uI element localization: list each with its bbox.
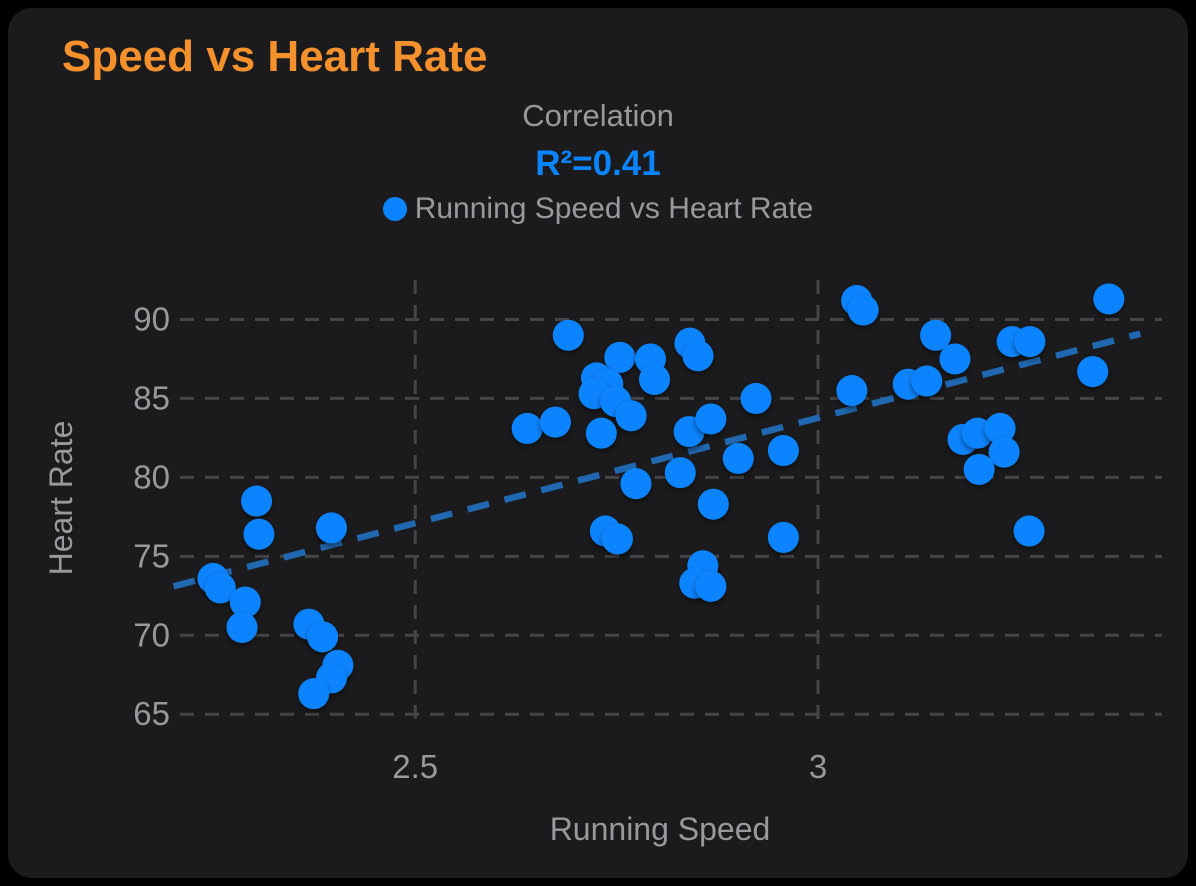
data-point	[604, 341, 636, 373]
data-point	[664, 457, 696, 489]
chart-subtitle: Correlation	[522, 98, 674, 133]
data-point	[682, 340, 714, 372]
chart-legend: Running Speed vs Heart Rate	[8, 192, 1188, 226]
y-tick-label: 75	[133, 537, 170, 574]
data-point	[695, 570, 727, 602]
y-tick-label: 85	[133, 379, 170, 416]
data-point	[226, 611, 258, 643]
data-point	[836, 375, 868, 407]
y-axis-label: Heart Rate	[43, 421, 79, 576]
x-tick-label: 3	[809, 748, 827, 785]
data-point	[939, 343, 971, 375]
data-point	[722, 442, 754, 474]
data-point	[847, 294, 879, 326]
data-point	[984, 412, 1016, 444]
data-point	[697, 488, 729, 520]
data-point	[988, 436, 1020, 468]
data-point	[552, 319, 584, 351]
data-point	[911, 365, 943, 397]
y-tick-label: 65	[133, 695, 170, 732]
data-point	[620, 468, 652, 500]
data-point	[695, 403, 727, 435]
data-point	[767, 521, 799, 553]
y-tick-label: 90	[133, 300, 170, 337]
points-layer	[197, 283, 1125, 710]
legend-label: Running Speed vs Heart Rate	[414, 192, 814, 225]
data-point	[601, 523, 633, 555]
data-point	[229, 586, 261, 618]
data-point	[204, 572, 236, 604]
data-point	[1093, 283, 1125, 315]
data-point	[585, 417, 617, 449]
chart-card: Speed vs Heart Rate Correlation R²=0.41 …	[8, 8, 1188, 878]
data-point	[1077, 356, 1109, 388]
scatter-plot: 90 85 80 75 70 65 2.5 3 Running Speed Heart Rate	[43, 280, 1162, 847]
data-point	[638, 363, 670, 395]
data-point	[963, 453, 995, 485]
legend-marker-icon	[382, 197, 407, 221]
data-point	[307, 621, 339, 653]
data-point	[615, 400, 647, 432]
grid-layer	[180, 280, 1162, 730]
data-point	[539, 406, 571, 438]
trendline	[172, 330, 1142, 590]
r-squared-annotation: R²=0.41	[535, 144, 661, 183]
x-tick-label: 2.5	[392, 748, 438, 785]
data-point	[1013, 515, 1045, 547]
y-tick-label: 80	[133, 458, 170, 495]
data-point	[511, 412, 543, 444]
data-point	[1014, 326, 1046, 358]
data-point	[767, 435, 799, 467]
y-tick-label: 70	[133, 616, 170, 653]
axis-labels-layer: 90 85 80 75 70 65 2.5 3 Running Speed Heart Rate	[43, 300, 827, 847]
data-point	[315, 512, 347, 544]
x-axis-label: Running Speed	[550, 811, 771, 847]
data-point	[920, 319, 952, 351]
data-point	[298, 678, 330, 710]
data-point	[740, 382, 772, 414]
page-title: Speed vs Heart Rate	[62, 32, 488, 81]
data-point	[241, 485, 273, 517]
data-point	[243, 518, 275, 550]
trendline-layer	[172, 330, 1142, 590]
